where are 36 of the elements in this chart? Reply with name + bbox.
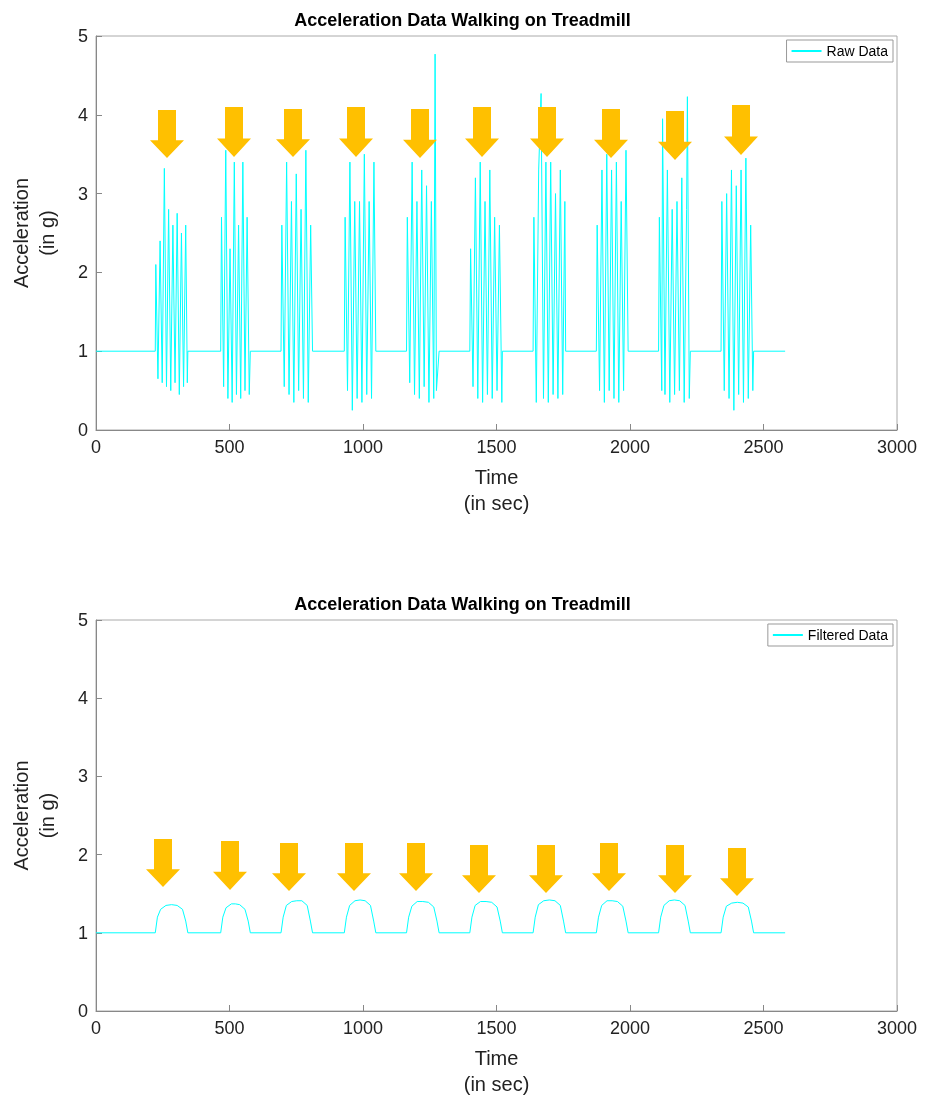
chart-title: Acceleration Data Walking on Treadmill: [294, 10, 631, 30]
chart-title: Acceleration Data Walking on Treadmill: [294, 594, 631, 614]
y-tick-label: 4: [77, 104, 88, 125]
y-tick-label: 3: [77, 183, 88, 204]
y-tick-label: 1: [77, 341, 88, 362]
x-tick-label: 3000: [876, 437, 918, 457]
x-tick-label: 2000: [609, 1018, 651, 1038]
legend-label: Raw Data: [826, 43, 889, 59]
x-tick-label: 0: [90, 437, 102, 457]
y-tick-label: 1: [77, 922, 88, 943]
y-tick-label: 2: [77, 262, 88, 283]
x-axis-title: Time (in sec): [463, 466, 530, 514]
y-tick-label: 0: [77, 1001, 88, 1021]
y-axis-title: Acceleration (in g): [10, 177, 58, 289]
x-tick-label: 2000: [609, 437, 651, 457]
x-axis-title: Time (in sec): [463, 1047, 530, 1095]
line-series: [95, 899, 786, 934]
y-tick-label: 5: [77, 26, 88, 46]
x-tick-label: 2500: [743, 437, 784, 457]
x-tick-label: 1000: [342, 1018, 384, 1038]
x-tick-label: 1500: [476, 437, 517, 457]
x-tick-label: 500: [214, 437, 245, 457]
y-tick-label: 4: [77, 688, 88, 709]
line-series: [95, 53, 786, 411]
y-tick-label: 3: [77, 766, 88, 787]
x-tick-label: 3000: [876, 1018, 918, 1038]
y-tick-label: 0: [77, 420, 88, 440]
y-axis-title: Acceleration (in g): [10, 760, 58, 871]
y-tick-label: 5: [77, 610, 88, 630]
x-tick-label: 1500: [476, 1018, 517, 1038]
legend-label: Filtered Data: [807, 627, 889, 643]
x-tick-label: 0: [90, 1018, 102, 1038]
y-tick-label: 2: [77, 844, 88, 865]
x-tick-label: 1000: [342, 437, 384, 457]
x-tick-label: 500: [214, 1018, 245, 1038]
x-tick-label: 2500: [743, 1018, 784, 1038]
